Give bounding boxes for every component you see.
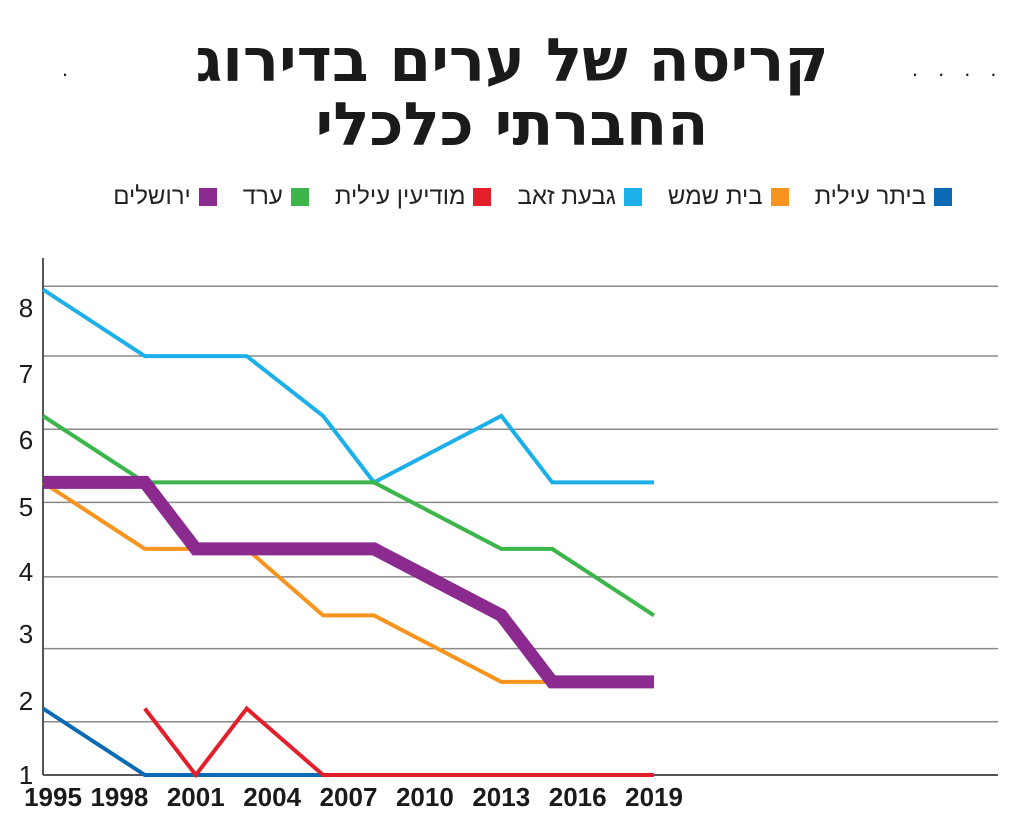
title-line-2: החברתי כלכלי: [315, 90, 709, 160]
x-tick-label: 2007: [320, 782, 378, 812]
x-tick-label: 2013: [472, 782, 530, 812]
legend-label: ירושלים: [113, 183, 191, 210]
legend-item: ערד: [243, 183, 309, 211]
series-line: [143, 705, 654, 779]
series-line: [41, 287, 654, 485]
y-tick-label: 2: [19, 686, 33, 716]
legend-label: ביתר עילית: [814, 183, 926, 210]
y-tick-label: 1: [19, 760, 33, 790]
legend-item: מודיעין עילית: [335, 183, 492, 211]
x-tick-label: 2004: [243, 782, 301, 812]
legend-item: בית שמש: [668, 183, 789, 211]
legend-swatch: [290, 188, 309, 206]
legend-label: מודיעין עילית: [334, 183, 466, 210]
y-tick-label: 4: [19, 557, 33, 587]
y-tick-label: 3: [19, 619, 33, 649]
legend-item: ירושלים: [113, 183, 217, 211]
legend-swatch: [473, 188, 492, 206]
legend-item: ביתר עילית: [815, 183, 952, 211]
decorative-dot-left: .: [62, 56, 89, 81]
x-tick-label: 2019: [625, 782, 683, 812]
y-tick-label: 7: [19, 359, 33, 389]
legend-item: גבעת זאב: [517, 183, 642, 211]
legend-swatch: [770, 188, 789, 206]
x-tick-label: 2001: [167, 782, 225, 812]
legend-label: ערד: [242, 183, 283, 210]
legend-swatch: [934, 188, 952, 206]
title-line-1: קריסה של ערים בדירוג: [195, 26, 829, 96]
legend-swatch: [198, 188, 217, 206]
x-tick-label: 1998: [90, 782, 148, 812]
y-tick-label: 8: [19, 293, 33, 323]
legend-label: בית שמש: [667, 183, 763, 210]
legend-swatch: [623, 188, 642, 206]
x-tick-label: 2016: [549, 782, 607, 812]
decorative-dots-right: ....: [912, 56, 1017, 81]
x-tick-label: 1995: [24, 782, 82, 812]
y-tick-label: 6: [19, 425, 33, 455]
series-line: [41, 414, 656, 618]
legend: ירושלים ערד מודיעין עילית גבעת זאב בית ש…: [113, 183, 952, 211]
x-tick-label: 2010: [396, 782, 454, 812]
series-line: [43, 475, 654, 689]
legend-label: גבעת זאב: [517, 183, 616, 210]
y-tick-label: 5: [19, 492, 33, 522]
series-line: [41, 480, 553, 684]
series-line: [41, 706, 324, 777]
